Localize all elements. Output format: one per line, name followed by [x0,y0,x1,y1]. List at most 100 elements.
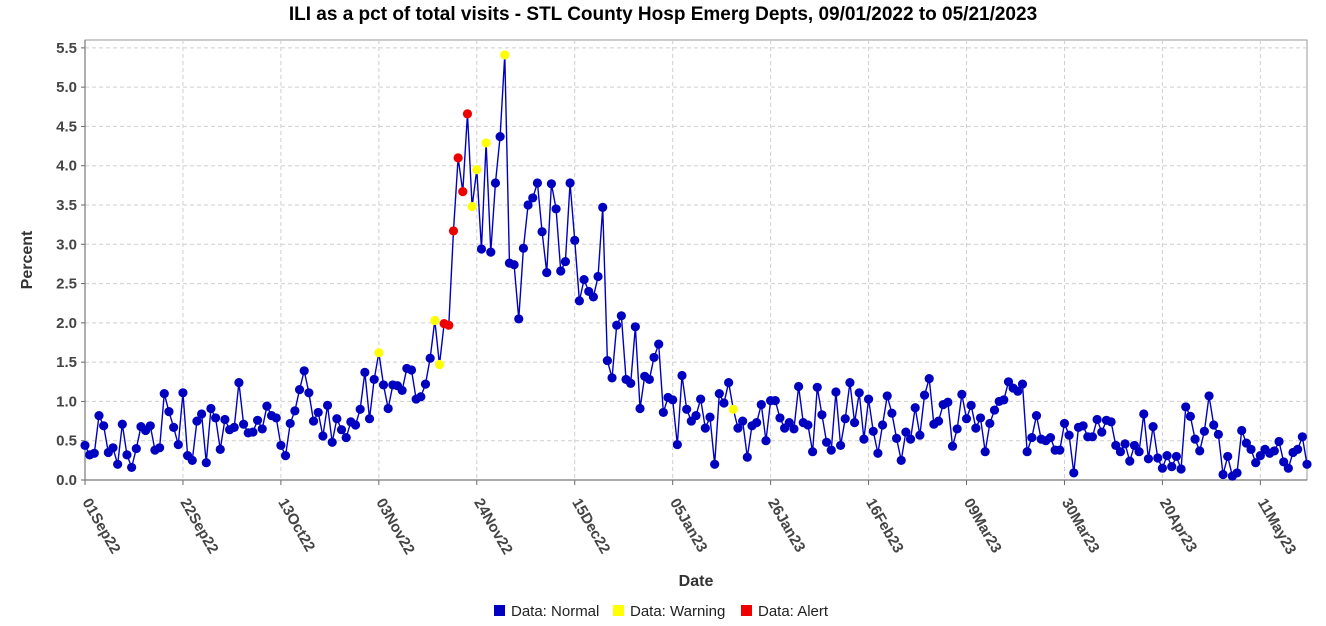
point-layer [80,50,1312,481]
data-point-normal [406,365,417,375]
x-tick-label: 30Mar23 [1058,496,1103,557]
data-point-normal [616,311,626,321]
data-point-warning [374,348,384,358]
data-point-normal [495,132,505,142]
data-point-normal [761,436,771,446]
data-point-normal [1069,468,1079,478]
data-point-normal [1097,427,1107,437]
data-point-normal [556,266,566,276]
x-tick-label: 05Jan23 [666,496,710,556]
data-point-normal [94,410,104,421]
data-point-normal [859,434,869,444]
data-point-normal [350,420,361,430]
data-point-normal [915,430,925,440]
y-tick-label: 5.0 [56,79,77,96]
data-point-normal [1125,456,1135,466]
data-point-normal [910,403,920,413]
data-point-normal [873,448,883,458]
data-point-normal [332,414,342,424]
data-point-normal [1017,379,1028,389]
data-point-normal [285,418,295,429]
data-point-normal [985,418,995,429]
data-point-normal [327,437,337,447]
data-point-normal [322,400,333,410]
data-point-normal [528,193,538,203]
data-point-warning [430,315,440,326]
data-point-normal [178,388,188,398]
data-point-normal [1185,411,1195,421]
data-point-normal [336,425,347,435]
data-point-normal [509,260,519,270]
data-point-normal [612,320,622,330]
data-point-normal [1120,439,1130,449]
data-point-normal [1111,440,1121,451]
data-point-normal [635,403,645,414]
legend-swatch [741,605,752,616]
data-point-normal [672,440,682,450]
data-point-normal [1153,453,1163,463]
data-point-normal [626,378,636,388]
data-point-normal [1055,445,1065,455]
data-point-normal [1223,451,1233,462]
data-point-normal [108,443,118,453]
data-point-normal [682,404,692,414]
x-axis-label: Date [679,573,714,590]
data-point-alert [444,320,454,330]
data-point-normal [220,414,230,425]
data-point-normal [257,424,267,434]
data-point-normal [1213,429,1223,440]
chart-title: ILI as a pct of total visits - STL Count… [289,4,1037,25]
data-point-normal [1279,457,1289,467]
x-tick-label: 09Mar23 [960,496,1005,557]
data-point-normal [560,256,571,267]
data-point-normal [80,440,90,451]
data-point-normal [313,407,323,418]
data-point-normal [1134,447,1144,457]
data-point-normal [919,390,930,400]
data-point-normal [1162,451,1172,461]
data-point-normal [201,458,211,468]
data-point-normal [1059,418,1070,429]
data-point-normal [710,459,720,469]
data-point-warning [500,50,510,60]
legend-label: Data: Alert [758,603,829,620]
data-point-normal [1195,446,1205,456]
data-point-normal [1115,447,1126,457]
data-point-normal [826,445,836,455]
data-point-normal [197,409,207,419]
data-point-normal [355,404,365,414]
data-point-normal [840,414,850,424]
data-point-normal [812,382,822,392]
data-point-normal [113,459,123,469]
data-point-normal [248,427,258,437]
data-point-alert [458,187,468,197]
data-point-normal [570,235,580,245]
y-tick-label: 3.5 [56,197,77,214]
data-point-normal [658,407,668,418]
data-point-normal [416,392,426,402]
x-tick-label: 01Sep22 [79,496,124,557]
data-point-normal [649,352,659,363]
data-point-normal [1251,458,1261,468]
data-point-normal [849,418,860,428]
data-point-normal [1064,430,1074,440]
data-point-normal [1283,463,1293,473]
data-point-normal [901,427,911,437]
data-point-normal [1190,434,1200,444]
data-point-normal [999,395,1009,405]
data-point-normal [1293,444,1303,454]
data-point-normal [644,374,654,385]
data-point-normal [1129,440,1140,451]
y-tick-label: 1.0 [56,393,77,410]
data-point-normal [420,379,431,389]
data-point-normal [99,421,109,431]
data-point-normal [882,391,892,401]
data-point-normal [1106,417,1116,427]
x-tick-label: 13Oct22 [274,496,318,555]
y-tick-label: 1.5 [56,354,77,371]
data-point-warning [467,201,477,212]
data-point-normal [1157,463,1168,473]
data-point-normal [542,267,552,278]
data-point-normal [537,227,547,237]
